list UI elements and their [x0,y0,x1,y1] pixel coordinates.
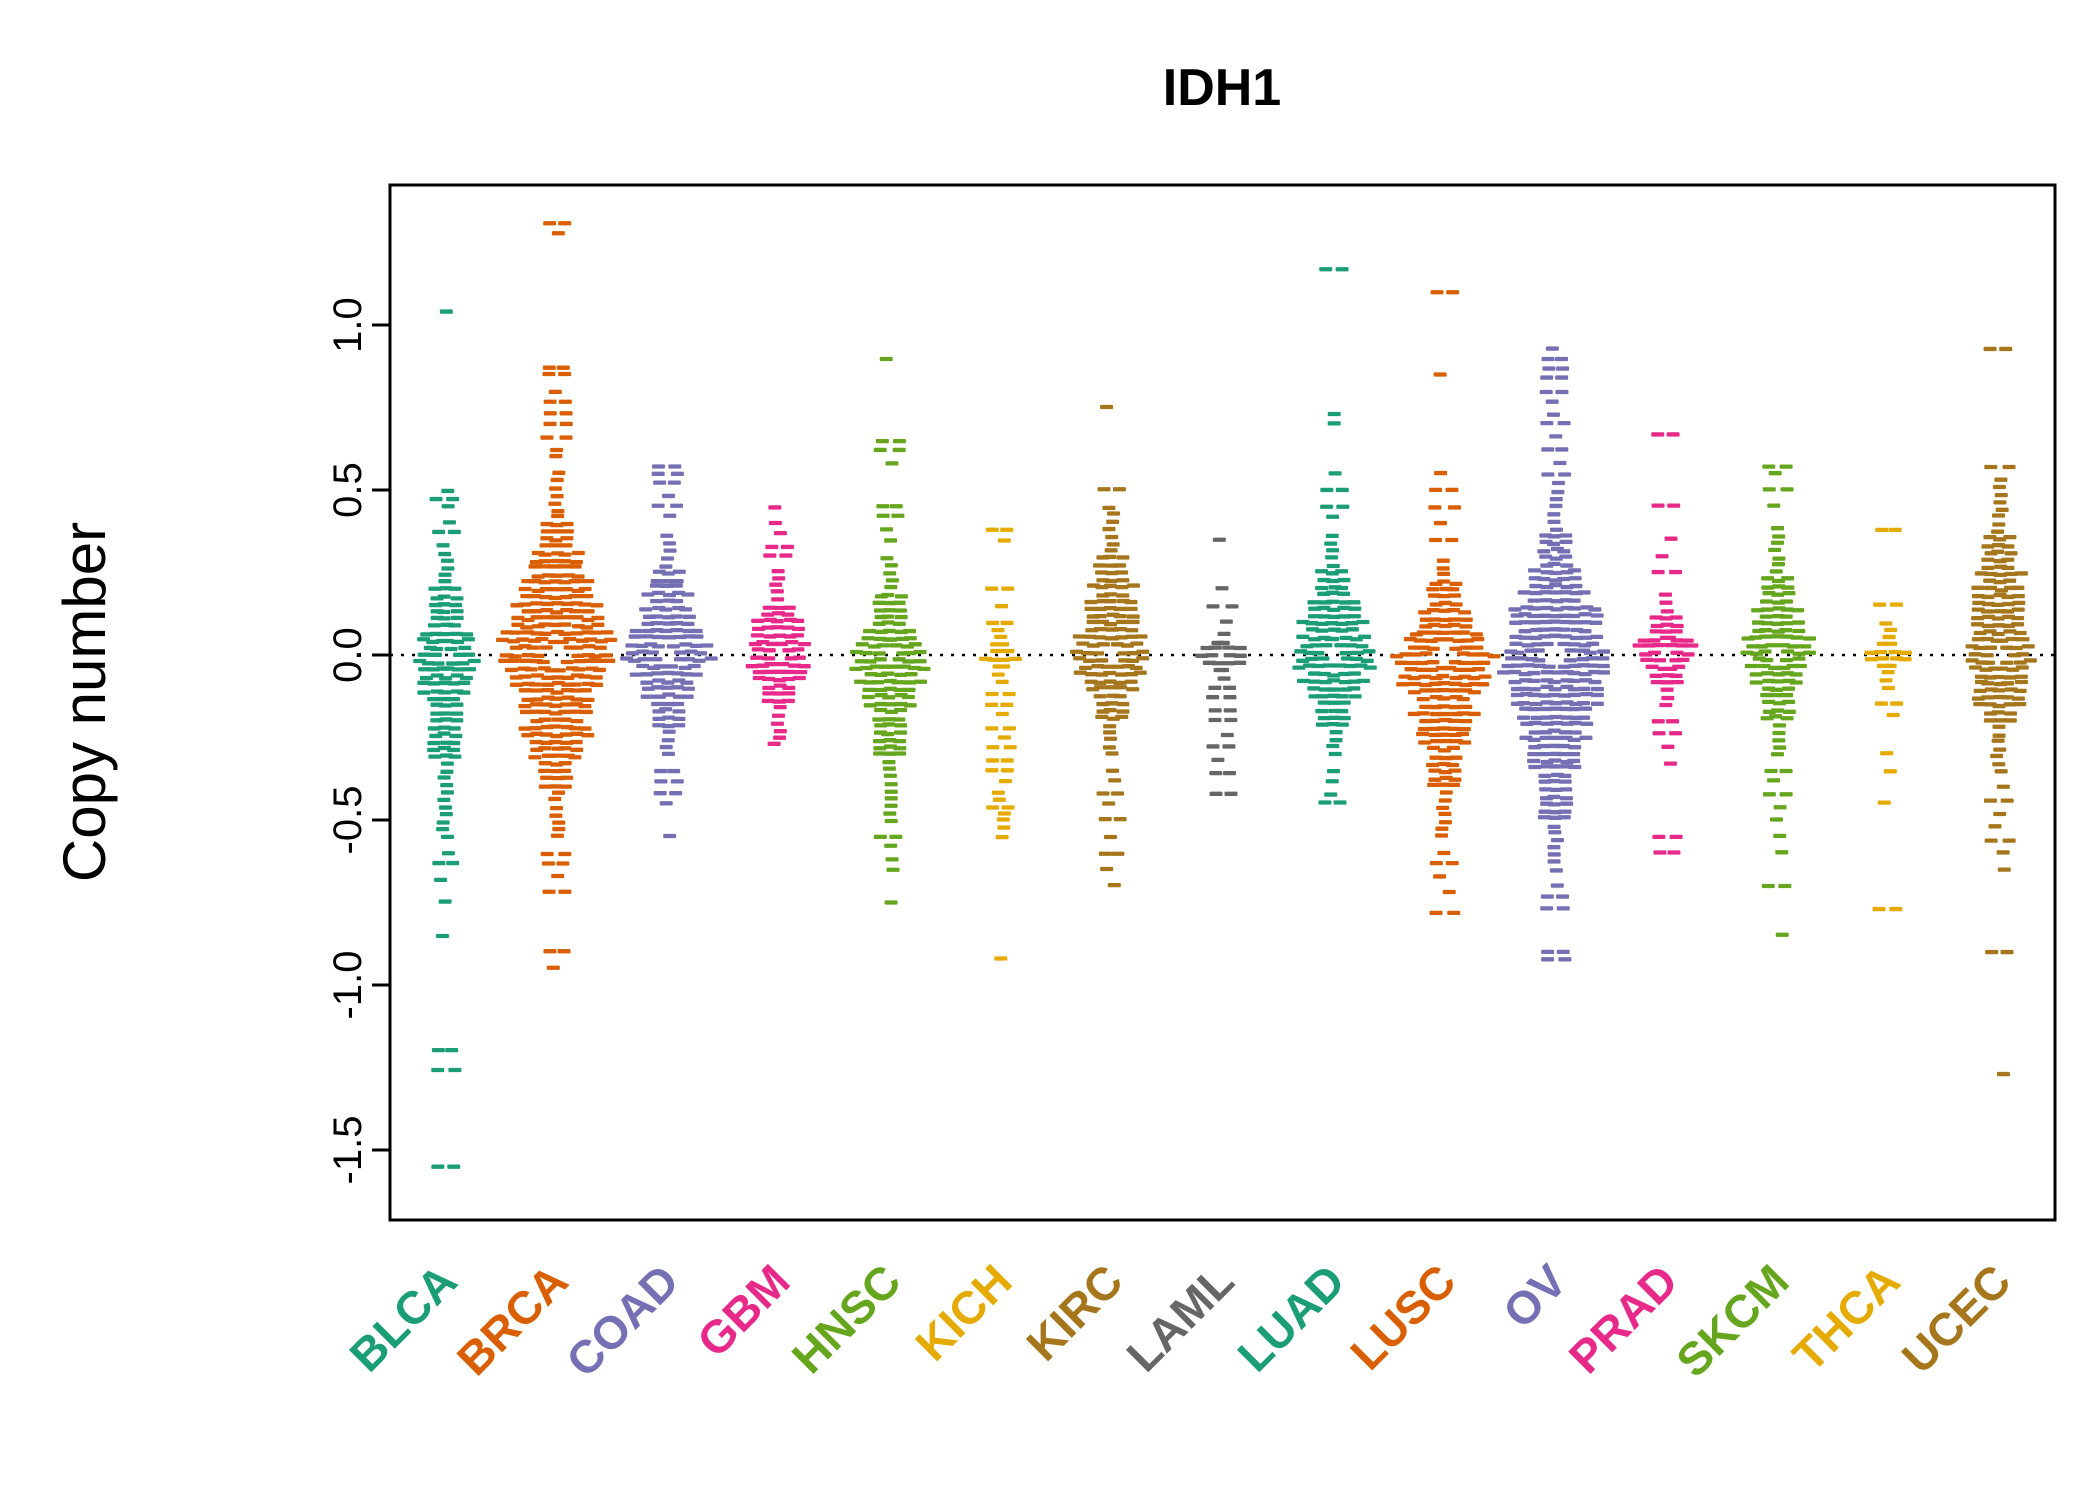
swarm-lusc [1390,290,1501,916]
swarm-prad [1632,432,1699,855]
y-tick-label: 1.0 [326,297,370,353]
x-axis-label-kirc: KIRC [1016,1254,1132,1370]
x-axis-label-kich: KICH [905,1254,1021,1370]
x-axis-label-thca: THCA [1782,1254,1909,1381]
swarm-coad [620,464,718,839]
swarm-ucec [1965,346,2037,1077]
chart-title: IDH1 [1163,59,1281,117]
x-axis-label-hnsc: HNSC [782,1254,911,1383]
x-axis-label-laml: LAML [1116,1254,1243,1381]
x-axis-label-skcm: SKCM [1666,1254,1799,1387]
swarm-ov [1497,346,1611,962]
y-tick-label: 0.0 [326,627,370,683]
swarm-kich [979,527,1022,961]
swarm-skcm [1740,464,1817,937]
swarm-kirc [1070,404,1150,888]
x-axis-label-blca: BLCA [339,1254,466,1381]
y-tick-label: 0.5 [326,462,370,518]
y-tick-label: -1.5 [326,1116,370,1185]
x-axis-label-ucec: UCEC [1892,1254,2021,1383]
x-axis-label-gbm: GBM [687,1254,800,1367]
y-tick-label: -0.5 [326,786,370,855]
plot-border [388,183,2057,1222]
swarm-gbm [745,505,812,746]
y-axis-label: Copy number [51,522,118,882]
x-axis-label-ov: OV [1493,1254,1577,1338]
x-axis-label-coad: COAD [556,1254,689,1387]
swarm-hnsc [849,356,931,905]
y-tick-label: -1.0 [326,951,370,1020]
swarm-blca [413,309,481,1169]
swarm-laml [1195,537,1247,796]
x-axis-label-luad: LUAD [1227,1254,1354,1381]
swarm-thca [1864,527,1912,912]
plot-area: 1.0 0.5 0.0 -0.5 -1.0 -1.5 BLCABRCACOADGBMHNSC… [326,183,2057,1387]
swarm-luad [1292,267,1377,805]
x-axis-label-lusc: LUSC [1340,1254,1465,1379]
x-axis-label-brca: BRCA [447,1254,578,1385]
x-axis-label-prad: PRAD [1559,1254,1688,1383]
swarm-brca [496,221,618,970]
